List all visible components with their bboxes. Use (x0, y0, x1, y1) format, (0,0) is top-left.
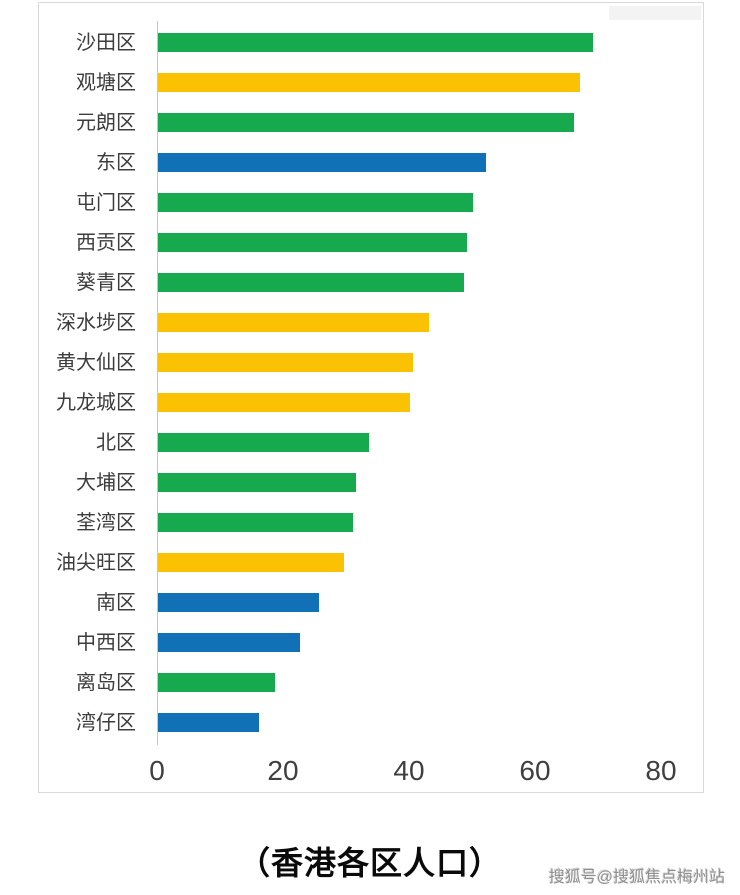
bar-label: 观塘区 (76, 72, 136, 94)
bar (158, 593, 319, 612)
category-axis-line (157, 21, 158, 745)
bar (158, 73, 580, 92)
bar-label: 湾仔区 (76, 712, 136, 734)
bar-label: 深水埗区 (56, 312, 136, 334)
bar (158, 473, 356, 492)
bar-label: 元朗区 (76, 112, 136, 134)
bar-label: 中西区 (76, 632, 136, 654)
bar-label: 东区 (96, 152, 136, 174)
x-tick-label: 20 (267, 755, 299, 786)
bar-label: 南区 (96, 592, 136, 614)
bar (158, 193, 473, 212)
x-tick-label: 60 (519, 755, 551, 786)
bar (158, 33, 593, 52)
x-tick-label: 0 (149, 755, 165, 786)
chart-caption: （香港各区人口） (237, 845, 502, 881)
watermark: 搜狐号@搜狐焦点梅州站 (548, 869, 725, 886)
bar-label: 沙田区 (76, 32, 136, 54)
bar (158, 393, 410, 412)
x-tick-label: 80 (645, 755, 677, 786)
bar-label: 葵青区 (76, 272, 136, 294)
bar-label: 九龙城区 (56, 392, 136, 414)
bar (158, 233, 467, 252)
bar (158, 673, 275, 692)
bar-label: 屯门区 (76, 192, 136, 214)
chart-panel: 沙田区观塘区元朗区东区屯门区西贡区葵青区深水埗区黄大仙区九龙城区北区大埔区荃湾区… (38, 2, 704, 793)
bar (158, 433, 369, 452)
bar (158, 113, 574, 132)
bar (158, 153, 486, 172)
bar-label: 西贡区 (76, 232, 136, 254)
bar-label: 黄大仙区 (56, 352, 136, 374)
bar-label: 大埔区 (76, 472, 136, 494)
bar (158, 513, 353, 532)
bar (158, 273, 464, 292)
faded-watermark-artifact (609, 6, 701, 20)
bar-label: 北区 (96, 432, 136, 454)
bar (158, 353, 413, 372)
bar-label: 荃湾区 (76, 512, 136, 534)
bar-label: 离岛区 (76, 672, 136, 694)
bar (158, 633, 300, 652)
bar (158, 313, 429, 332)
bar-label: 油尖旺区 (56, 552, 136, 574)
bar (158, 713, 259, 732)
x-tick-label: 40 (393, 755, 425, 786)
bar (158, 553, 344, 572)
